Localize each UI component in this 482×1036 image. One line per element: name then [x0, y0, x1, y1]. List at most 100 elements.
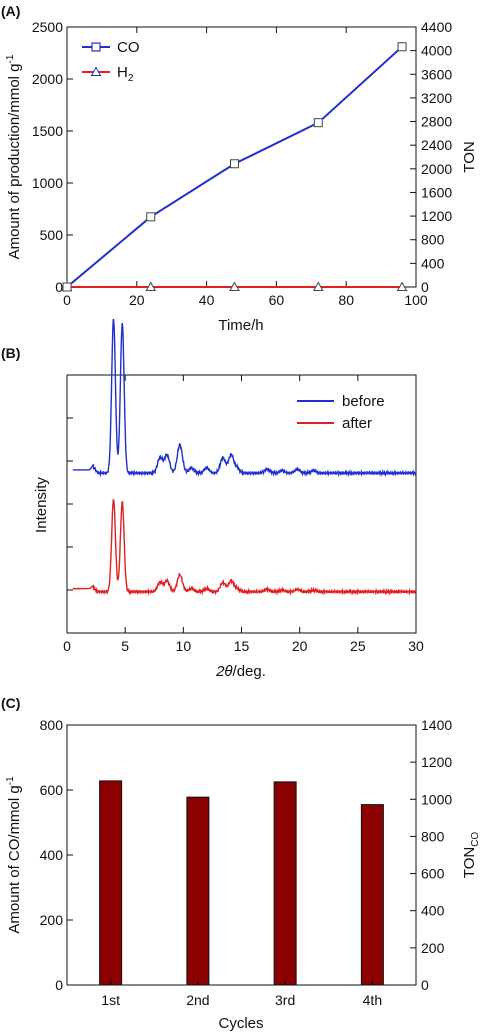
- a-y2-tick-label: 1200: [421, 208, 452, 224]
- b-x-tick-label: 25: [350, 638, 366, 654]
- c-bar-3rd: [273, 781, 297, 986]
- a-point-co: [146, 212, 156, 222]
- a-y2-tick-label: 400: [421, 255, 445, 271]
- a-point-co: [397, 42, 407, 52]
- c-y2-tick-label: 200: [421, 940, 445, 956]
- legend-co-marker: [91, 42, 101, 52]
- a-x-tick-label: 100: [404, 292, 428, 308]
- a-y2-tick-label: 1600: [421, 184, 452, 200]
- b-x-tick-label: 0: [63, 638, 71, 654]
- a-point-co: [313, 118, 323, 128]
- panel-c-y-axis-label: Amount of CO/mmol g-1: [5, 776, 23, 934]
- b-x-tick-label: 10: [176, 638, 192, 654]
- panel-c-y2-axis-label-main: TON: [461, 847, 478, 878]
- b-x-tick-label: 30: [408, 638, 424, 654]
- panel-c-label: (C): [1, 695, 20, 711]
- c-bar-2nd: [186, 796, 210, 986]
- panel-c-y-axis-label-sup: -1: [5, 776, 16, 785]
- panel-c-y-axis-label-main: Amount of CO/mmol g: [6, 785, 23, 933]
- panel-b-y-ticks: [67, 417, 73, 591]
- panel-c-x-axis-label: Cycles: [218, 1015, 263, 1032]
- panel-c-y2-axis-label: TONCO: [461, 832, 481, 879]
- panel-b-legend: before after: [297, 393, 385, 432]
- a-x-tick-label: 0: [63, 292, 71, 308]
- panel-c: (C) 1st 2nd 3rd 4th 0 200 400 600 800 0 200 400 60…: [1, 695, 481, 1032]
- b-pattern-after: [72, 498, 416, 596]
- a-y2-tick-label: 2400: [421, 137, 452, 153]
- b-x-tick-label: 15: [234, 638, 250, 654]
- a-y2-tick-label: 3200: [421, 90, 452, 106]
- b-x-tick-label: 20: [292, 638, 308, 654]
- c-y2-tick-label: 1400: [421, 717, 452, 733]
- panel-a-y2-ticks: 0 400 800 1200 1600 2000 2400 2800 3200 3600 4000 4…: [410, 19, 452, 295]
- legend-after-label: after: [342, 415, 372, 432]
- b-pattern-before: [72, 318, 417, 478]
- panel-a-y-axis-label: Amount of production/mmol g-1: [5, 54, 23, 259]
- panel-a-x-axis-label: Time/h: [218, 317, 263, 334]
- c-x-tick-label: 1st: [101, 992, 120, 1008]
- a-y2-tick-label: 3600: [421, 66, 452, 82]
- legend-co-label: CO: [117, 39, 140, 56]
- c-y-tick-label: 0: [55, 977, 63, 993]
- panel-a-y2-axis-label: TON: [461, 141, 478, 172]
- c-x-tick-label: 2nd: [186, 992, 209, 1008]
- c-y2-tick-label: 1200: [421, 754, 452, 770]
- panel-b-x-axis-label-rest: /deg.: [233, 663, 266, 680]
- a-x-tick-label: 60: [269, 292, 285, 308]
- panel-a-x-ticks: 0 20 40 60 80 100: [63, 27, 428, 308]
- c-y-tick-label: 600: [40, 782, 64, 798]
- panel-b-y-axis-label: Intensity: [33, 477, 50, 533]
- panel-c-x-ticks: 1st 2nd 3rd 4th: [101, 979, 382, 1008]
- panel-c-y2-ticks: 0 200 400 600 800 1000 1200 1400: [410, 717, 452, 993]
- a-y-tick-label: 2000: [32, 71, 63, 87]
- a-y2-tick-label: 2000: [421, 161, 452, 177]
- a-y2-tick-label: 4000: [421, 43, 452, 59]
- a-point-h2: [396, 281, 408, 291]
- a-point-h2: [312, 281, 324, 291]
- a-y-tick-label: 500: [40, 227, 64, 243]
- panel-b-x-axis-label: 2θ/deg.: [215, 663, 266, 680]
- c-x-tick-label: 4th: [363, 992, 382, 1008]
- legend-h2-marker: [90, 66, 102, 76]
- panel-c-y-ticks: 0 200 400 600 800: [40, 717, 73, 993]
- c-bar-4th: [360, 804, 384, 986]
- a-x-tick-label: 20: [129, 292, 145, 308]
- legend-h2-label-main: H: [117, 64, 128, 81]
- panel-a-y-axis-label-sup: -1: [5, 54, 16, 63]
- c-y-tick-label: 200: [40, 912, 64, 928]
- a-point-h2: [229, 281, 240, 291]
- c-y2-tick-label: 600: [421, 866, 445, 882]
- panel-b-label: (B): [1, 345, 20, 361]
- b-x-tick-label: 5: [121, 638, 129, 654]
- c-x-tick-label: 3rd: [275, 992, 295, 1008]
- panel-a: (A) 0 20 40 60 80 100 0 500 1000 1500 2000 2500 0 4…: [1, 3, 478, 334]
- c-bar-1st: [99, 780, 123, 986]
- c-y2-tick-label: 0: [421, 977, 429, 993]
- a-point-h2: [145, 281, 157, 291]
- a-y2-tick-label: 800: [421, 232, 445, 248]
- c-y-tick-label: 400: [40, 847, 64, 863]
- a-y2-tick-label: 4400: [421, 19, 452, 35]
- panel-a-legend: CO H2: [82, 39, 140, 84]
- a-y-tick-label: 2500: [32, 19, 63, 35]
- panel-a-y-axis-label-main: Amount of production/mmol g: [6, 63, 23, 259]
- c-y2-tick-label: 1000: [421, 791, 452, 807]
- legend-h2-label: H2: [117, 64, 134, 84]
- a-y2-tick-label: 0: [421, 279, 429, 295]
- legend-before-label: before: [342, 393, 385, 410]
- panel-a-series: [61, 42, 408, 292]
- a-point-co: [230, 159, 240, 169]
- a-y-tick-label: 1000: [32, 175, 63, 191]
- panel-b-x-axis-label-italic: 2θ: [215, 663, 232, 680]
- panel-c-y2-axis-label-sub: CO: [470, 832, 481, 847]
- panel-b-series: [72, 318, 417, 596]
- a-y2-tick-label: 2800: [421, 114, 452, 130]
- a-y-tick-label: 0: [55, 279, 63, 295]
- panel-a-label: (A): [1, 3, 20, 19]
- panel-b: (B) 0 5 10 15 20 25 30 2θ/deg. Intensity befor…: [1, 318, 424, 680]
- c-y-tick-label: 800: [40, 717, 64, 733]
- a-y-tick-label: 1500: [32, 123, 63, 139]
- a-point-co: [62, 282, 72, 292]
- legend-h2-label-sub: 2: [128, 73, 134, 84]
